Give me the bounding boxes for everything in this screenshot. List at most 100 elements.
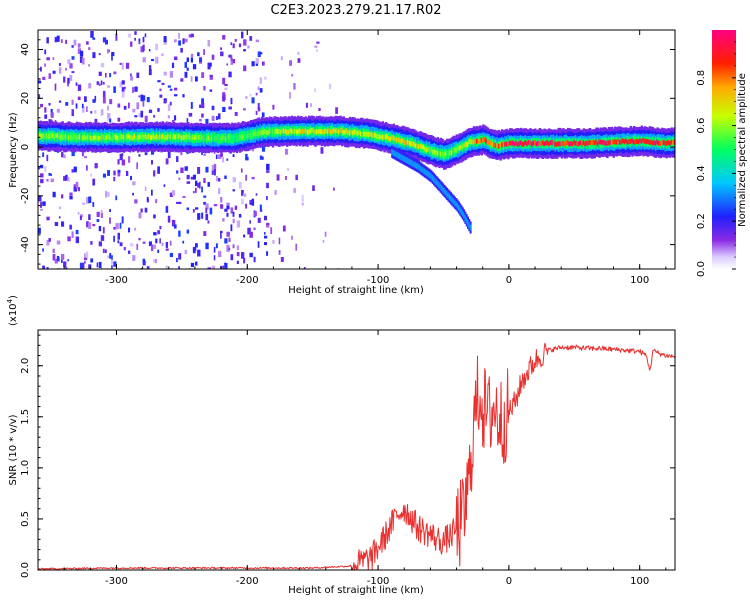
spectrogram-noise-cell bbox=[190, 102, 193, 109]
snr-y-multiplier-base: (x10 bbox=[8, 303, 19, 326]
spectrogram-tone-cell bbox=[507, 141, 510, 147]
spectrogram-tone-cell bbox=[124, 135, 127, 141]
spectrogram-noise-cell bbox=[117, 103, 121, 108]
spectrogram-noise-cell bbox=[282, 225, 286, 232]
spectrogram-noise-cell bbox=[174, 94, 178, 97]
spectrogram-noise-cell bbox=[94, 118, 98, 124]
spectrogram-noise-cell bbox=[264, 215, 267, 221]
spectrogram-tone-cell bbox=[546, 140, 549, 146]
spectrogram-noise-cell bbox=[52, 70, 56, 74]
spectrogram-tone-cell bbox=[260, 130, 264, 136]
spectrogram-tone-cell bbox=[339, 128, 342, 133]
spectrogram-tone-cell bbox=[541, 140, 545, 146]
spectrogram-noise-cell bbox=[218, 113, 221, 120]
spectrogram-noise-cell bbox=[266, 225, 270, 228]
spectrogram-noise-cell bbox=[100, 235, 105, 241]
spectrogram-noise-cell bbox=[222, 265, 225, 269]
spectrogram-noise-cell bbox=[280, 257, 284, 262]
spectrogram-noise-cell bbox=[215, 176, 219, 182]
spectrogram-tone-cell bbox=[669, 141, 672, 146]
spectrogram-tone-cell bbox=[110, 135, 113, 141]
spectrogram-noise-cell bbox=[255, 39, 259, 43]
spectrogram-noise-cell bbox=[238, 181, 242, 189]
spectrogram-tone-cell bbox=[626, 139, 629, 145]
snr-y-tick-label: 2.0 bbox=[20, 358, 31, 374]
spectrogram-noise-cell bbox=[128, 267, 130, 269]
spectrogram-tone-cell bbox=[524, 140, 527, 145]
spectrogram-tone-cell bbox=[77, 135, 80, 140]
spectrogram-trace-cell bbox=[429, 172, 432, 179]
snr-y-tick-label: 1.5 bbox=[20, 409, 31, 425]
spectrogram-noise-cell bbox=[65, 39, 68, 44]
spectrogram-noise-cell bbox=[46, 267, 49, 269]
spectrogram-noise-cell bbox=[98, 261, 102, 268]
spectrogram-noise-cell bbox=[117, 232, 120, 240]
spectrogram-tone-cell bbox=[108, 134, 111, 140]
spectrogram-noise-cell bbox=[222, 35, 226, 40]
spectrogram-tone-cell bbox=[303, 128, 306, 134]
spectrogram-noise-cell bbox=[218, 250, 222, 258]
spectrogram-tone-cell bbox=[606, 140, 609, 146]
spectrogram-noise-cell bbox=[224, 263, 228, 269]
spectrogram-tone-cell bbox=[204, 136, 207, 142]
spectrogram-noise-cell bbox=[249, 252, 253, 258]
spectrogram-noise-cell bbox=[111, 255, 113, 260]
spectrogram-noise-cell bbox=[255, 110, 258, 115]
spectrogram-noise-cell bbox=[161, 242, 164, 246]
spectrogram-tone-cell bbox=[129, 134, 132, 140]
spectrogram-tone-cell bbox=[256, 131, 259, 137]
spectrogram-noise-cell bbox=[201, 98, 204, 105]
spectrogram-noise-cell bbox=[107, 113, 111, 119]
spectrogram-noise-cell bbox=[186, 67, 189, 71]
spectrogram-noise-cell bbox=[77, 211, 80, 215]
spectrogram-noise-cell bbox=[195, 243, 198, 248]
spectrogram-tone-cell bbox=[598, 139, 601, 145]
spectrogram-noise-cell bbox=[285, 148, 289, 155]
spectrogram-tone-cell bbox=[419, 143, 422, 149]
spectrogram-tone-cell bbox=[116, 135, 119, 141]
spectrogram-noise-cell bbox=[207, 40, 211, 47]
spectrogram-tone-cell bbox=[143, 134, 146, 140]
spectrogram-noise-cell bbox=[48, 173, 52, 176]
spectrogram-tone-cell bbox=[155, 134, 159, 139]
spectrogram-trace-cell bbox=[392, 149, 395, 156]
spectrogram-noise-cell bbox=[73, 39, 77, 46]
spectrogram-x-tick-label: -100 bbox=[367, 275, 390, 286]
spectrogram-tone-cell bbox=[592, 140, 595, 145]
spectrogram-noise-cell bbox=[69, 63, 73, 69]
spectrogram-tone-cell bbox=[160, 134, 163, 140]
spectrogram-noise-cell bbox=[86, 251, 89, 258]
spectrogram-tone-cell bbox=[543, 141, 546, 147]
spectrogram-trace-cell bbox=[468, 222, 471, 229]
spectrogram-noise-cell bbox=[56, 35, 60, 42]
spectrogram-tone-cell bbox=[185, 134, 188, 140]
spectrogram-tone-cell bbox=[532, 140, 535, 146]
spectrogram-noise-cell bbox=[228, 54, 232, 58]
spectrogram-noise-cell bbox=[153, 170, 156, 177]
spectrogram-tone-cell bbox=[257, 131, 261, 136]
spectrogram-tone-cell bbox=[570, 141, 573, 147]
spectrogram-noise-cell bbox=[287, 167, 290, 171]
snr-y-tick-label: 1.0 bbox=[20, 460, 31, 476]
spectrogram-tone-cell bbox=[400, 138, 403, 144]
spectrogram-noise-cell bbox=[119, 222, 122, 229]
spectrogram-tone-cell bbox=[177, 134, 181, 140]
spectrogram-noise-cell bbox=[203, 195, 207, 198]
spectrogram-noise-cell bbox=[163, 39, 167, 45]
spectrogram-noise-cell bbox=[136, 102, 140, 110]
spectrogram-tone-cell bbox=[91, 135, 94, 141]
spectrogram-tone-cell bbox=[610, 140, 614, 146]
spectrogram-tone-cell bbox=[651, 140, 655, 146]
spectrogram-tone-cell bbox=[560, 141, 564, 147]
spectrogram-noise-cell bbox=[241, 31, 244, 39]
spectrogram-trace-cell bbox=[444, 189, 447, 196]
spectrogram-tone-cell bbox=[421, 144, 424, 150]
spectrogram-noise-cell bbox=[84, 156, 87, 159]
spectrogram-tone-cell bbox=[61, 134, 64, 140]
spectrogram-noise-cell bbox=[224, 238, 228, 244]
spectrogram-noise-cell bbox=[42, 248, 44, 252]
spectrogram-tone-cell bbox=[311, 127, 314, 133]
spectrogram-tone-cell bbox=[207, 135, 210, 141]
spectrogram-tone-cell bbox=[205, 136, 209, 142]
